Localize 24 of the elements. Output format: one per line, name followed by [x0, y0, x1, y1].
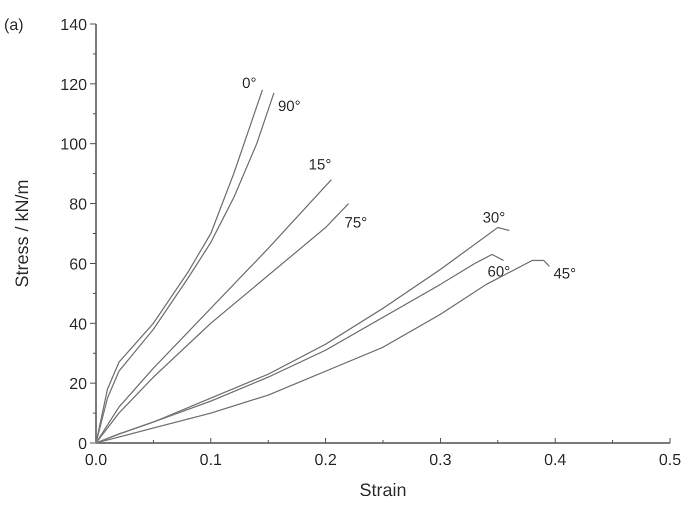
x-tick-label: 0.3: [429, 452, 452, 469]
x-axis-title: Strain: [359, 480, 407, 500]
y-tick-label: 140: [60, 17, 88, 34]
y-tick-label: 20: [69, 376, 88, 394]
series-label: 75°: [344, 214, 368, 232]
series-label: 15°: [308, 156, 332, 174]
x-tick-label: 0.1: [200, 452, 222, 469]
y-axis-title: Stress / kN/m: [12, 179, 32, 288]
y-tick-label: 100: [60, 136, 88, 154]
y-tick-label: 40: [69, 316, 88, 334]
text: (a): [4, 17, 24, 34]
series-label: 30°: [482, 210, 506, 227]
series-label: 0°: [242, 74, 256, 92]
series-label: 60°: [488, 263, 510, 280]
x-tick-label: 0.0: [84, 452, 108, 469]
x-tick-label: 0.2: [314, 452, 337, 469]
y-tick-label: 60: [69, 256, 88, 274]
series-label: 90°: [278, 98, 301, 115]
y-tick-label: 0: [78, 436, 88, 453]
series-label: 45°: [553, 265, 576, 282]
y-tick-label: 120: [60, 76, 88, 94]
y-tick-label: 80: [69, 196, 88, 214]
x-tick-label: 0.5: [658, 452, 682, 469]
x-tick-label: 0.4: [544, 452, 566, 469]
